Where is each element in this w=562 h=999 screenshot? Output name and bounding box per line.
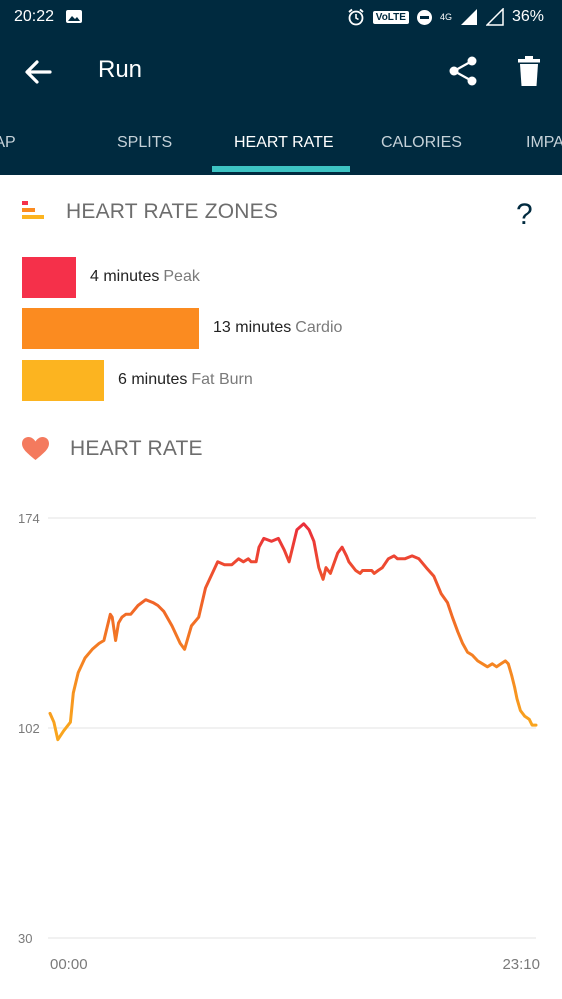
battery-level: 36% [511, 8, 544, 25]
signal-full-icon [460, 9, 477, 25]
x-tick-label: 00:00 [50, 956, 88, 973]
help-icon[interactable]: ? [516, 198, 533, 231]
zone-bar-fat-burn [22, 360, 104, 401]
trash-icon[interactable] [514, 54, 544, 88]
app-bar: Run [0, 34, 562, 108]
alarm-icon [348, 8, 364, 26]
zone-label: 6 minutes Fat Burn [118, 371, 253, 389]
heart-rate-chart: 174 102 30 00:00 23:10 [18, 511, 540, 973]
y-tick-label: 174 [18, 511, 40, 526]
active-tab-indicator [212, 166, 350, 172]
zone-bar-cardio [22, 308, 199, 349]
image-notification-icon [66, 10, 82, 23]
status-bar: 20:22 VoLTE 4G 36% [0, 0, 562, 34]
heart-icon [22, 437, 49, 460]
zones-chart-icon [22, 201, 44, 219]
status-icons: VoLTE 4G 36% [347, 8, 544, 26]
zone-name: Cardio [295, 319, 343, 336]
zone-minutes: 4 minutes [90, 268, 160, 285]
zone-minutes: 13 minutes [213, 319, 292, 336]
tabs-bar: MAP SPLITS HEART RATE CALORIES IMPACT [0, 108, 562, 175]
zone-label: 4 minutes Peak [90, 268, 200, 286]
tab-map[interactable]: MAP [0, 134, 16, 151]
volte-badge: VoLTE [372, 10, 409, 24]
x-tick-label: 23:10 [502, 956, 540, 973]
tab-calories[interactable]: CALORIES [381, 134, 462, 151]
status-time: 20:22 [14, 8, 55, 25]
tab-splits[interactable]: SPLITS [117, 134, 173, 151]
network-type: 4G [439, 12, 452, 22]
do-not-disturb-icon [416, 9, 432, 25]
zone-bar-peak [22, 257, 76, 298]
zone-name: Peak [163, 268, 200, 285]
zone-name: Fat Burn [191, 371, 253, 388]
share-icon[interactable] [446, 54, 480, 88]
tab-impact[interactable]: IMPACT [526, 134, 562, 151]
heart-rate-section-title: HEART RATE [70, 437, 203, 460]
zone-minutes: 6 minutes [118, 371, 188, 388]
page-title: Run [98, 56, 143, 83]
y-tick-label: 102 [18, 721, 40, 736]
signal-empty-icon [485, 8, 504, 26]
tab-heart-rate[interactable]: HEART RATE [234, 134, 334, 151]
zone-label: 13 minutes Cardio [213, 319, 342, 337]
heart-rate-line [48, 522, 538, 742]
zones-section-title: HEART RATE ZONES [66, 200, 279, 223]
y-tick-label: 30 [18, 931, 32, 946]
back-arrow-icon[interactable] [22, 56, 54, 88]
